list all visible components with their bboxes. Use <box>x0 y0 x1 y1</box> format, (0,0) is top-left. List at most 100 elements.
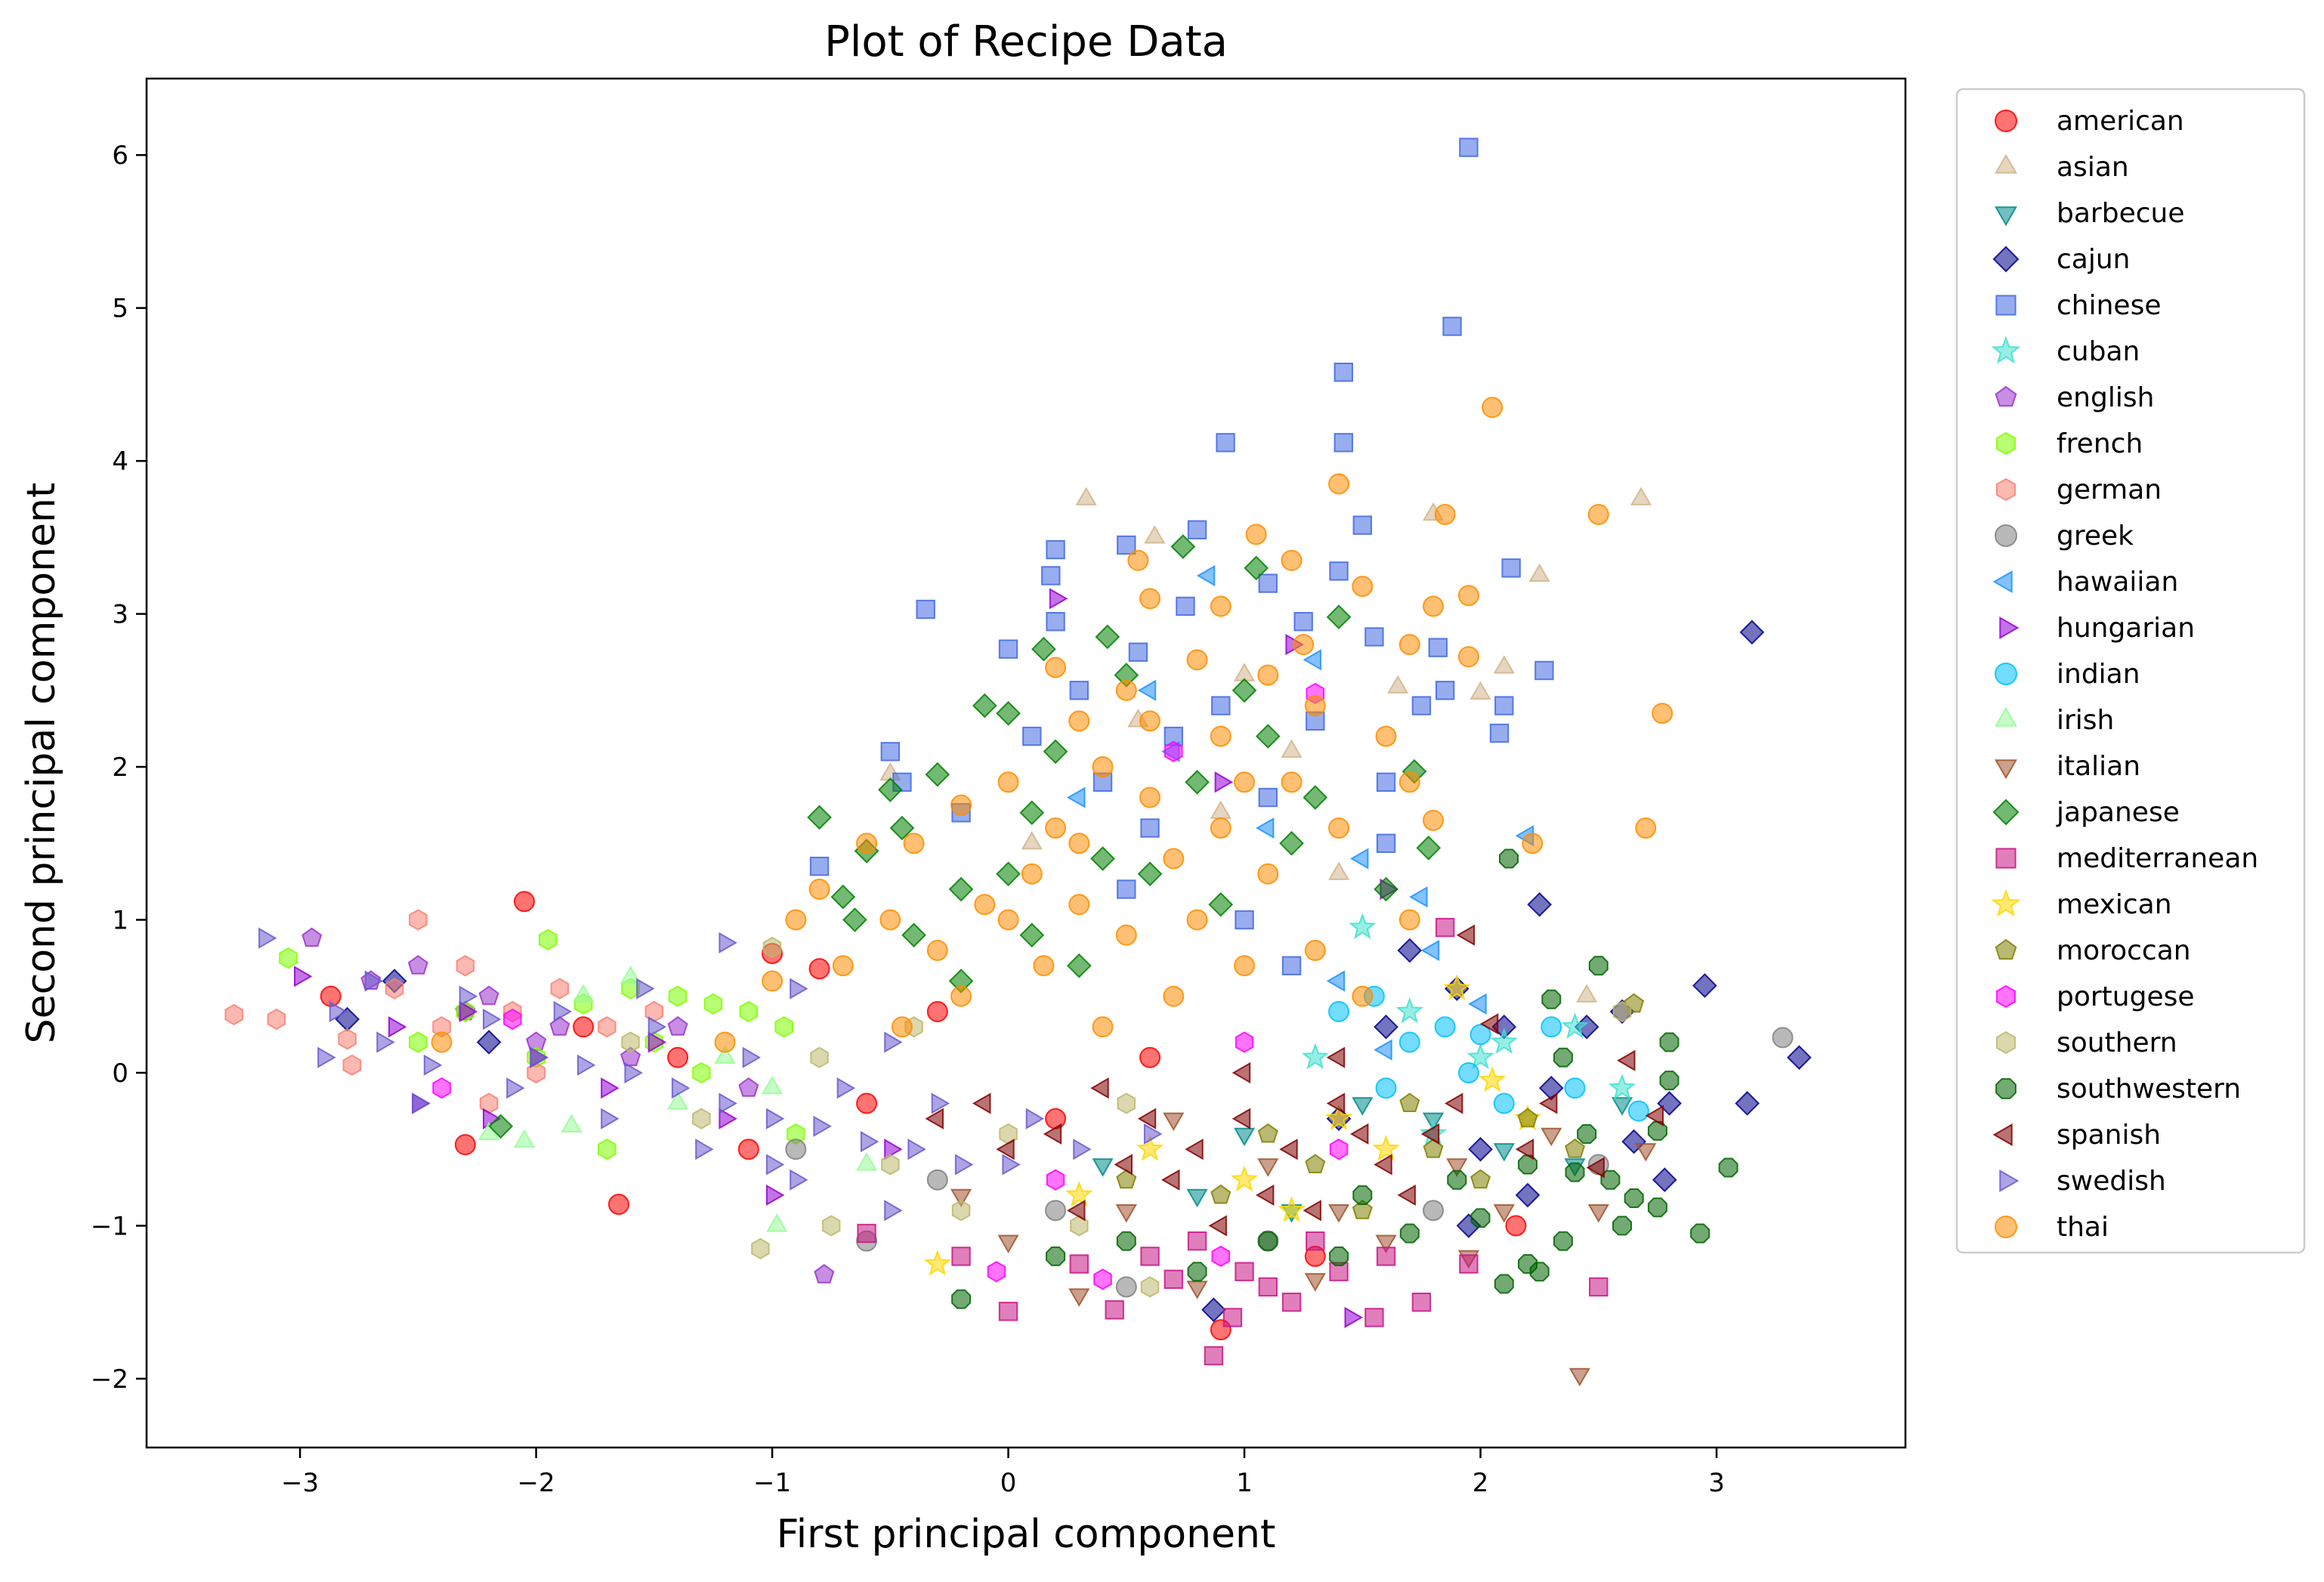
data-point-thai <box>1457 646 1479 668</box>
data-point-portugese <box>987 1261 1006 1283</box>
data-point-southwestern <box>1499 848 1519 869</box>
y-axis-label: Second principal component <box>19 483 64 1044</box>
data-point-swedish <box>742 1046 762 1068</box>
data-point-mediterranean <box>1411 1292 1432 1312</box>
data-point-southwestern <box>1329 1246 1349 1266</box>
data-point-american <box>808 958 830 980</box>
legend-item-asian: asian <box>1994 152 2129 183</box>
data-point-american <box>1505 1215 1527 1237</box>
data-point-thai <box>997 909 1019 931</box>
data-point-cajun <box>1692 973 1717 998</box>
data-point-irish <box>572 984 595 1003</box>
legend-item-japanese: japanese <box>1992 797 2180 828</box>
data-point-swedish <box>884 1031 903 1053</box>
data-point-swedish <box>790 1169 808 1191</box>
series-portugese <box>432 682 1349 1290</box>
data-point-swedish <box>329 1000 348 1023</box>
data-point-swedish <box>671 1077 691 1099</box>
data-point-southwestern <box>1659 1032 1680 1052</box>
data-point-hawaiian <box>1349 848 1369 870</box>
data-point-southern <box>692 1108 711 1129</box>
legend-label: southwestern <box>2057 1074 2241 1105</box>
data-point-thai <box>1293 634 1315 656</box>
data-point-japanese <box>1232 678 1257 703</box>
legend-marker-english <box>1995 385 2017 407</box>
data-point-swedish <box>954 1154 974 1176</box>
data-point-chinese <box>1022 726 1042 746</box>
data-point-thai <box>1139 786 1161 808</box>
data-point-chinese <box>1211 696 1231 715</box>
data-point-irish <box>513 1129 536 1148</box>
data-point-chinese <box>1187 520 1207 539</box>
data-point-southwestern <box>1494 1274 1514 1294</box>
data-point-southwestern <box>1470 1208 1491 1228</box>
data-point-mediterranean <box>1105 1300 1124 1320</box>
data-point-greek <box>785 1139 807 1160</box>
legend-label: thai <box>2057 1212 2109 1243</box>
x-tick-label: −3 <box>281 1468 319 1498</box>
legend-marker-hungarian <box>1999 616 2020 640</box>
data-point-thai <box>1234 955 1256 977</box>
data-point-southern <box>1140 1276 1160 1298</box>
data-point-spanish <box>1586 1157 1605 1179</box>
data-point-japanese <box>972 693 997 718</box>
data-point-chinese <box>1411 696 1432 715</box>
data-point-spanish <box>1326 1046 1346 1068</box>
data-point-swedish <box>836 1077 856 1099</box>
data-point-chinese <box>1494 696 1514 715</box>
data-point-german <box>527 1061 545 1084</box>
data-point-thai <box>974 894 996 916</box>
data-point-spanish <box>1374 1154 1392 1176</box>
legend-marker-spanish <box>1992 1123 2013 1147</box>
data-point-swedish <box>412 1092 431 1114</box>
data-point-english <box>407 955 428 975</box>
data-point-thai <box>785 909 807 931</box>
data-point-thai <box>1163 848 1185 870</box>
data-point-cajun <box>1652 1167 1677 1193</box>
data-point-spanish <box>1043 1123 1062 1145</box>
data-point-thai <box>1457 585 1479 607</box>
data-point-greek <box>1423 1200 1445 1222</box>
data-point-thai <box>1398 771 1420 793</box>
data-point-southwestern <box>1565 1162 1585 1182</box>
data-point-english <box>301 927 323 947</box>
data-point-chinese <box>1293 612 1313 632</box>
series-italian <box>950 1112 1657 1387</box>
data-point-thai <box>1021 863 1043 885</box>
data-point-swedish <box>765 1154 785 1176</box>
data-point-moroccan <box>1116 1169 1137 1189</box>
data-point-irish <box>666 1091 689 1110</box>
data-point-german <box>385 978 404 1000</box>
data-point-mediterranean <box>1376 1247 1396 1266</box>
data-point-cajun <box>1468 1136 1493 1162</box>
data-point-swedish <box>423 1054 443 1076</box>
data-point-french <box>692 1061 711 1084</box>
data-point-thai <box>1092 1016 1114 1038</box>
data-point-swedish <box>364 970 384 992</box>
data-point-italian <box>1635 1143 1657 1162</box>
data-point-cajun <box>1735 1091 1760 1116</box>
data-point-southwestern <box>1624 1188 1644 1208</box>
data-point-mexican <box>1443 974 1471 1001</box>
data-point-thai <box>1068 894 1090 916</box>
data-point-japanese <box>948 876 974 902</box>
data-point-southwestern <box>1577 1124 1597 1144</box>
y-tick-label: −2 <box>91 1364 128 1395</box>
data-point-chinese <box>1376 772 1396 793</box>
data-point-mexican <box>1278 1196 1306 1222</box>
x-tick-label: −1 <box>753 1468 791 1498</box>
data-point-spanish <box>925 1108 944 1129</box>
series-southwestern <box>951 848 1738 1309</box>
data-point-japanese <box>1185 769 1210 795</box>
data-point-mediterranean <box>951 1247 971 1266</box>
data-point-japanese <box>1326 604 1352 630</box>
data-point-thai <box>1304 940 1326 962</box>
data-point-chinese <box>1459 137 1479 157</box>
y-tick-label: 4 <box>112 446 128 477</box>
data-point-spanish <box>1479 1013 1499 1035</box>
data-point-thai <box>1210 595 1232 617</box>
data-point-southern <box>1070 1215 1089 1237</box>
data-point-swedish <box>601 1108 620 1129</box>
data-point-spanish <box>1515 1139 1534 1160</box>
data-point-hawaiian <box>1137 679 1157 701</box>
